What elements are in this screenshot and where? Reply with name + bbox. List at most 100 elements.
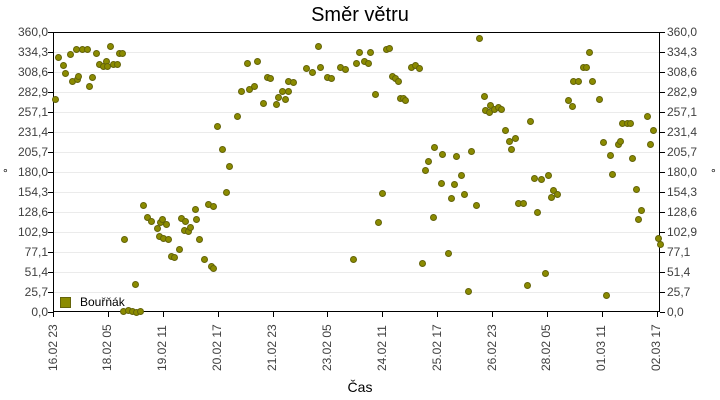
data-point bbox=[461, 191, 469, 199]
x-tick-label: 18.02 05 bbox=[100, 324, 115, 371]
y-tick-label-right: 308,6 bbox=[667, 65, 698, 79]
y-tick-left bbox=[48, 172, 53, 173]
data-point bbox=[83, 46, 91, 54]
data-point bbox=[444, 250, 452, 258]
data-point bbox=[218, 145, 226, 153]
data-point bbox=[140, 201, 148, 209]
data-point bbox=[402, 96, 410, 104]
data-point bbox=[519, 199, 527, 207]
data-point bbox=[418, 259, 426, 267]
data-point bbox=[93, 49, 101, 57]
data-point bbox=[438, 151, 446, 159]
data-point bbox=[75, 72, 83, 80]
y-tick-label-left: 51,4 bbox=[24, 265, 48, 279]
y-tick-right bbox=[660, 312, 665, 313]
data-point bbox=[554, 191, 562, 199]
y-tick-label-right: 128,6 bbox=[667, 205, 698, 219]
data-point bbox=[429, 213, 437, 221]
data-point bbox=[119, 50, 127, 58]
data-point bbox=[121, 236, 129, 244]
data-point bbox=[175, 246, 183, 254]
data-point bbox=[545, 171, 553, 179]
data-point bbox=[366, 48, 374, 56]
data-point bbox=[192, 215, 200, 223]
data-point bbox=[113, 61, 121, 69]
data-point bbox=[341, 65, 349, 73]
data-point bbox=[422, 166, 430, 174]
data-point bbox=[260, 100, 268, 108]
data-point bbox=[352, 59, 360, 67]
data-point bbox=[238, 88, 246, 96]
y-tick-label-left: 180,0 bbox=[17, 165, 48, 179]
y-tick-label-left: 0,0 bbox=[31, 305, 48, 319]
data-point bbox=[600, 138, 608, 146]
x-tick-label: 02.03 17 bbox=[649, 324, 664, 371]
x-tick bbox=[546, 312, 548, 317]
data-point bbox=[355, 48, 363, 56]
data-point bbox=[59, 61, 67, 69]
y-tick-label-left: 102,9 bbox=[17, 225, 48, 239]
data-point bbox=[372, 90, 380, 98]
y-tick-left bbox=[48, 212, 53, 213]
y-tick-left bbox=[48, 132, 53, 133]
x-tick bbox=[492, 312, 494, 317]
data-point bbox=[85, 82, 93, 90]
y-gridline bbox=[54, 252, 659, 253]
y-tick-label-left: 360,0 bbox=[17, 25, 48, 39]
data-point bbox=[505, 138, 513, 146]
data-point bbox=[603, 292, 611, 300]
x-tick-label: 20.02 17 bbox=[210, 324, 225, 371]
chart-title: Směr větru bbox=[311, 4, 409, 26]
legend-swatch bbox=[60, 296, 71, 308]
data-point bbox=[275, 93, 283, 101]
y-tick-right bbox=[660, 152, 665, 153]
y-tick-label-right: 102,9 bbox=[667, 225, 698, 239]
y-tick-left bbox=[48, 32, 53, 33]
y-tick-left bbox=[48, 252, 53, 253]
data-point bbox=[527, 117, 535, 125]
data-point bbox=[136, 307, 144, 315]
y-tick-left bbox=[48, 272, 53, 273]
data-point bbox=[196, 236, 204, 244]
x-tick bbox=[162, 312, 164, 317]
data-point bbox=[607, 152, 615, 160]
data-point bbox=[475, 34, 483, 42]
y-tick-right bbox=[660, 92, 665, 93]
y-tick-label-right: 257,1 bbox=[667, 105, 698, 119]
data-point bbox=[234, 112, 242, 120]
y-tick-right bbox=[660, 72, 665, 73]
y-tick-right bbox=[660, 52, 665, 53]
y-tick-left bbox=[48, 92, 53, 93]
data-point bbox=[107, 42, 115, 50]
data-point bbox=[508, 145, 516, 153]
data-point bbox=[317, 64, 325, 72]
data-point bbox=[415, 65, 423, 73]
data-point bbox=[253, 58, 261, 66]
data-point bbox=[609, 170, 617, 178]
x-tick bbox=[382, 312, 384, 317]
y-tick-label-left: 154,3 bbox=[17, 185, 48, 199]
data-point bbox=[281, 96, 289, 104]
y-tick-label-left: 25,7 bbox=[24, 285, 48, 299]
y-tick-label-right: 154,3 bbox=[667, 185, 698, 199]
data-point bbox=[147, 217, 155, 225]
y-tick-left bbox=[48, 292, 53, 293]
y-gridline bbox=[54, 212, 659, 213]
data-point bbox=[394, 77, 402, 85]
data-point bbox=[465, 288, 473, 296]
data-point bbox=[165, 236, 173, 244]
y-tick-right bbox=[660, 272, 665, 273]
y-tick-left bbox=[48, 312, 53, 313]
data-point bbox=[375, 219, 383, 227]
x-tick-label: 01.03 11 bbox=[594, 325, 609, 371]
data-point bbox=[448, 194, 456, 202]
data-point bbox=[186, 223, 194, 231]
y-tick-label-right: 360,0 bbox=[667, 25, 698, 39]
x-tick-label: 23.02 05 bbox=[319, 324, 334, 371]
data-point bbox=[538, 176, 546, 184]
data-point bbox=[564, 96, 572, 104]
data-point bbox=[530, 174, 538, 182]
data-point bbox=[497, 106, 505, 114]
y-tick-label-left: 282,9 bbox=[17, 85, 48, 99]
